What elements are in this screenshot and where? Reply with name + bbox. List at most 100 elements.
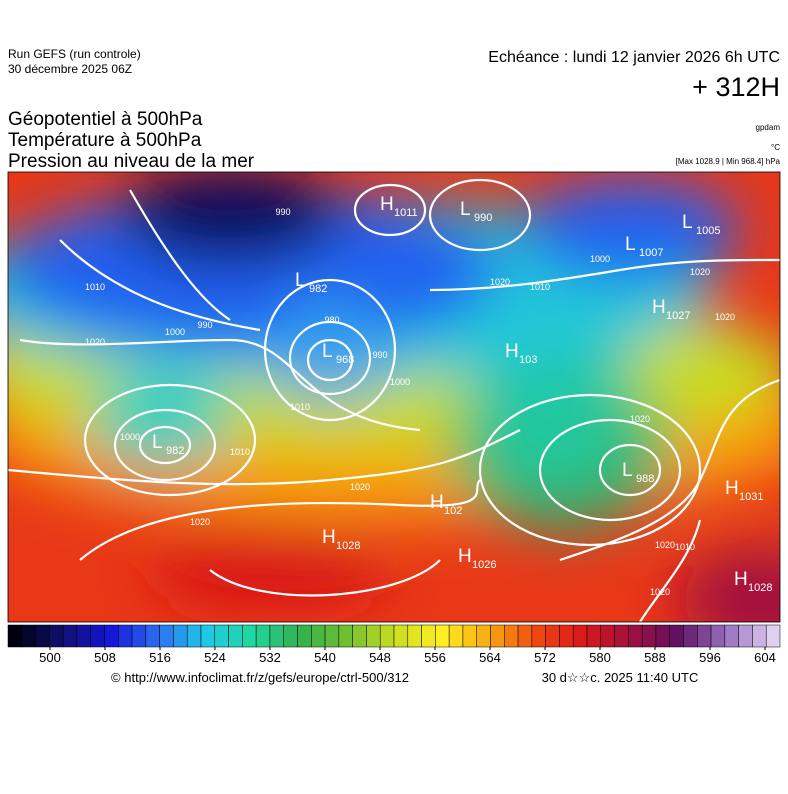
center-value: 1007 [639,247,663,259]
isobar-label: 1010 [675,542,695,552]
isobar-label: 1020 [190,517,210,527]
colorbar-swatch [476,624,491,648]
isobar-label: 990 [197,320,212,330]
colorbar-swatch [545,624,560,648]
center-value: 988 [636,473,654,485]
isobar-label: 980 [324,315,339,325]
colorbar-tick-label: 572 [534,650,556,665]
isobar-label: 1020 [85,337,105,347]
colorbar-swatch [669,624,684,648]
colorbar-swatch [104,624,119,648]
colorbar-swatch [7,624,23,648]
center-kind: L [322,341,333,362]
colorbar-swatch [614,624,629,648]
colorbar-swatch [531,624,546,648]
colorbar-swatch [242,624,257,648]
colorbar-swatch [269,624,284,648]
isobar-label: 1010 [290,402,310,412]
colorbar-swatch [283,624,298,648]
isobar-label: 1020 [350,482,370,492]
isobar-label: 1020 [655,540,675,550]
isobar-label: 1020 [650,587,670,597]
map [8,172,780,622]
colorbar-swatch [600,624,615,648]
colorbar-swatch [407,624,422,648]
timestamp: 30 d☆☆c. 2025 11:40 UTC [542,670,699,685]
colorbar-tick-label: 548 [369,650,391,665]
colorbar-swatch [214,624,229,648]
colorbar-swatch [159,624,174,648]
colorbar-swatch [228,624,243,648]
isobar-label: 1000 [390,377,410,387]
isobar-label: 990 [275,207,290,217]
center-value: 103 [519,354,537,366]
center-value: 1028 [748,582,772,594]
colorbar-swatch [765,624,781,648]
run-date: 30 décembre 2025 06Z [8,62,132,76]
colorbar-swatch [352,624,367,648]
isobar-label: 1020 [630,414,650,424]
unit: [Max 1028.9 | Min 968.4] hPa [676,157,781,166]
isobars [8,178,780,622]
colorbar-swatch [393,624,409,648]
source-url: © http://www.infoclimat.fr/z/gefs/europe… [111,670,409,685]
center-kind: H [725,478,739,499]
colorbar-swatch [311,624,326,648]
colorbar-swatch [641,624,657,648]
center-kind: H [380,194,394,215]
isobar-label: 990 [372,350,387,360]
colorbar-swatch [724,624,739,648]
center-value: 1005 [696,225,720,237]
colorbar-swatch [131,624,147,648]
title-line: Géopotentiel à 500hPa [8,109,203,130]
center-kind: H [322,527,336,548]
colorbar-swatch [559,624,574,648]
colorbar-swatch [90,624,105,648]
isobar-label: 1020 [690,267,710,277]
center-kind: H [652,297,666,318]
colorbar: 500 508 516 524 532 540 548 556 564 572 580 588 596 6… [7,624,781,665]
colorbar-tick-label: 540 [314,650,336,665]
colorbar-swatch [35,624,50,648]
colorbar-swatch [255,624,271,648]
colorbar-swatch [462,624,477,648]
colorbar-tick-label: 532 [259,650,281,665]
title-line: Pression au niveau de la mer [8,151,255,172]
center-value: 1031 [739,491,763,503]
center-kind: H [734,569,748,590]
colorbar-tick-label: 588 [644,650,666,665]
colorbar-tick-label: 524 [204,650,226,665]
colorbar-swatch [145,624,160,648]
colorbar-swatch [517,624,533,648]
isobar-label: 1010 [530,282,550,292]
colorbar-swatch [683,624,698,648]
isobar-label: 1020 [490,277,510,287]
isobar-label: 1020 [715,312,735,322]
colorbar-swatch [379,624,395,648]
colorbar-swatch [490,624,505,648]
colorbar-swatch [738,624,753,648]
map-frame [7,171,781,623]
colorbar-tick-label: 500 [39,650,61,665]
colorbar-swatch [628,624,643,648]
colorbar-swatch [655,624,670,648]
isobar-label: 1000 [590,254,610,264]
isobar-label: 1010 [85,282,105,292]
center-kind: L [622,460,633,481]
center-kind: L [152,432,163,453]
center-kind: L [682,212,693,233]
center-kind: L [295,270,306,291]
center-value: 982 [309,283,327,295]
colorbar-swatch [173,624,188,648]
colorbar-swatch [697,624,712,648]
colorbar-swatch [448,624,464,648]
colorbar-swatch [752,624,767,648]
center-kind: L [625,234,636,255]
title-line: Température à 500hPa [8,130,202,151]
colorbar-swatch [21,624,36,648]
center-kind: H [430,492,444,513]
colorbar-tick-label: 580 [589,650,611,665]
colorbar-swatch [118,624,133,648]
echeance: Echéance : lundi 12 janvier 2026 6h UTC [488,49,780,66]
